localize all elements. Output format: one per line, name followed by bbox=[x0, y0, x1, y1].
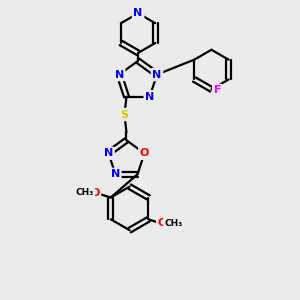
Text: N: N bbox=[152, 70, 162, 80]
Text: O: O bbox=[90, 188, 100, 198]
Text: N: N bbox=[145, 92, 154, 102]
Text: N: N bbox=[104, 148, 113, 158]
Text: CH₃: CH₃ bbox=[76, 188, 94, 197]
Text: N: N bbox=[111, 169, 120, 179]
Text: CH₃: CH₃ bbox=[164, 219, 182, 228]
Text: O: O bbox=[140, 148, 149, 158]
Text: N: N bbox=[134, 8, 143, 18]
Text: S: S bbox=[121, 110, 128, 119]
Text: F: F bbox=[214, 85, 221, 95]
Text: O: O bbox=[158, 218, 167, 228]
Text: N: N bbox=[115, 70, 124, 80]
